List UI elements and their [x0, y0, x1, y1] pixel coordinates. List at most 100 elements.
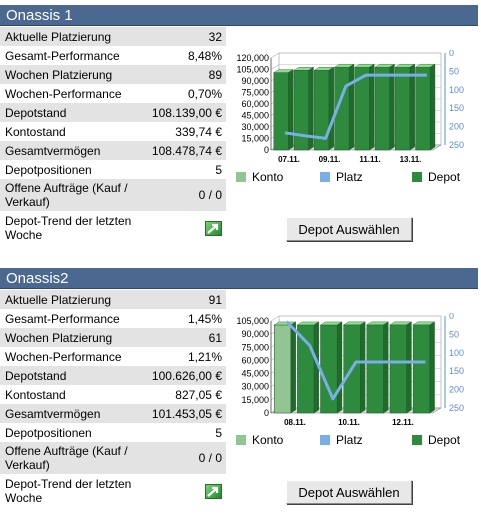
bar-side — [336, 321, 343, 414]
stat-label: Aktuelle Platzierung — [5, 29, 112, 44]
legend-label: Konto — [252, 170, 284, 184]
legend-swatch — [412, 172, 422, 182]
trend-label: Depot-Trend der letzten Woche — [5, 214, 132, 242]
bar-side — [389, 63, 395, 151]
left-tick-label: 15,000 — [241, 395, 269, 405]
legend-platz: Platz — [320, 433, 363, 447]
stat-value: 100.626,00 € — [151, 368, 222, 383]
chart-legend: Konto Platz Depot — [234, 170, 474, 184]
right-tick-label: 200 — [449, 385, 464, 395]
left-tick-label: 75,000 — [241, 88, 269, 98]
stat-row: Kontostand 339,74 € — [0, 122, 226, 141]
stat-row: Depotpositionen 5 — [0, 423, 226, 442]
stat-label: Wochen Platzierung — [5, 67, 113, 82]
trend-row: Depot-Trend der letzten Woche — [0, 211, 226, 245]
stat-value: 5 — [215, 425, 222, 440]
legend-label: Platz — [336, 433, 363, 447]
stat-row: Depotstand 100.626,00 € — [0, 366, 226, 385]
depot-bar — [293, 70, 309, 151]
right-tick-label: 0 — [449, 313, 454, 321]
depot-bar — [415, 66, 431, 151]
bar-side — [409, 63, 415, 151]
legend-swatch — [236, 435, 246, 445]
stat-row: Kontostand 827,05 € — [0, 385, 226, 404]
chart-legend: Konto Platz Depot — [234, 433, 474, 447]
stat-row: Gesamt-Performance 8,48% — [0, 46, 226, 65]
legend-swatch — [412, 435, 422, 445]
platz-line — [285, 320, 426, 401]
panel-title: Onassis2 — [0, 268, 478, 289]
stat-label: Gesamtvermögen — [5, 143, 101, 158]
select-depot-button[interactable]: Depot Auswählen — [286, 217, 412, 241]
stat-label: Depotstand — [5, 105, 67, 120]
stat-row: Wochen Platzierung 61 — [0, 328, 226, 347]
legend-konto: Konto — [236, 433, 283, 447]
right-tick-label: 250 — [449, 403, 464, 413]
stat-row: Offene Aufträge (Kauf / Verkauf) 0 / 0 — [0, 179, 226, 211]
right-tick-label: 50 — [449, 329, 459, 339]
stats-table: Aktuelle Platzierung 32 Gesamt-Performanc… — [0, 27, 226, 245]
stat-row: Aktuelle Platzierung 91 — [0, 290, 226, 309]
bar-side — [308, 66, 314, 151]
stat-value: 8,48% — [187, 48, 222, 63]
left-tick-label: 90,000 — [241, 76, 269, 86]
left-tick-label: 105,000 — [236, 65, 269, 75]
stat-row: Aktuelle Platzierung 32 — [0, 27, 226, 46]
trend-label: Depot-Trend der letzten Woche — [5, 477, 132, 505]
gridline — [270, 52, 280, 59]
trend-up-arrow-icon — [205, 220, 222, 236]
stat-value: 0 / 0 — [198, 188, 222, 202]
x-tick-label: 10.11. — [338, 418, 360, 427]
right-tick-label: 50 — [449, 66, 459, 76]
stat-label: Kontostand — [5, 387, 66, 402]
right-tick-label: 250 — [449, 140, 464, 150]
legend-label: Konto — [252, 433, 284, 447]
stat-value: 108.139,00 € — [151, 105, 222, 120]
stat-row: Offene Aufträge (Kauf / Verkauf) 0 / 0 — [0, 442, 226, 474]
right-tick-label: 0 — [449, 50, 454, 58]
depot-panel-2: Onassis2 Aktuelle Platzierung 91 Gesamt-P… — [0, 268, 481, 505]
stat-label: Gesamt-Performance — [5, 48, 120, 63]
stat-value: 91 — [208, 292, 222, 307]
bar-side — [360, 321, 366, 414]
select-depot-button[interactable]: Depot Auswählen — [286, 480, 412, 504]
stat-value: 1,21% — [187, 349, 222, 364]
stat-value: 101.453,05 € — [151, 406, 222, 421]
stat-value: 61 — [208, 330, 222, 345]
depot-chart: 120,000 105,000 90,000 75,000 60,000 45,000 30… — [226, 50, 476, 200]
depot-bar — [395, 66, 411, 151]
right-tick-label: 100 — [449, 85, 464, 95]
stat-value: 32 — [208, 29, 222, 44]
legend-swatch — [320, 435, 330, 445]
legend-label: Depot — [428, 170, 461, 184]
x-tick-label: 11.11. — [359, 155, 380, 164]
stat-row: Gesamtvermögen 108.478,74 € — [0, 141, 226, 160]
bar-side — [288, 69, 294, 151]
bar-side — [348, 63, 355, 151]
stat-value: 108.478,74 € — [151, 143, 222, 158]
left-tick-label: 30,000 — [241, 122, 269, 132]
stat-row: Wochen-Performance 0,70% — [0, 84, 226, 103]
left-tick-label: 120,000 — [236, 53, 269, 63]
left-tick-label: 30,000 — [241, 382, 269, 392]
x-tick-label: 12.11. — [392, 418, 414, 427]
depot-bar — [374, 66, 390, 151]
depot-bar — [389, 324, 407, 414]
right-tick-label: 150 — [449, 366, 464, 376]
konto-bar — [273, 324, 292, 414]
stat-label: Kontostand — [5, 124, 66, 139]
left-tick-label: 60,000 — [241, 99, 269, 109]
left-tick-label: 0 — [264, 145, 269, 155]
legend-konto: Konto — [236, 170, 283, 184]
depot-bar — [320, 324, 338, 414]
right-tick-label: 150 — [449, 103, 464, 113]
depot-panel-1: Onassis 1 Aktuelle Platzierung 32 Gesamt-… — [0, 5, 481, 242]
stat-label: Gesamt-Performance — [5, 311, 120, 326]
depot-chart: 105,000 90,000 75,000 60,000 45,000 30,000 15,… — [226, 313, 476, 463]
legend-label: Depot — [428, 433, 461, 447]
right-tick-label: 100 — [449, 348, 464, 358]
x-tick-label: 08.11. — [284, 418, 306, 427]
right-tick-label: 200 — [449, 122, 464, 132]
stat-value: 5 — [215, 162, 222, 177]
